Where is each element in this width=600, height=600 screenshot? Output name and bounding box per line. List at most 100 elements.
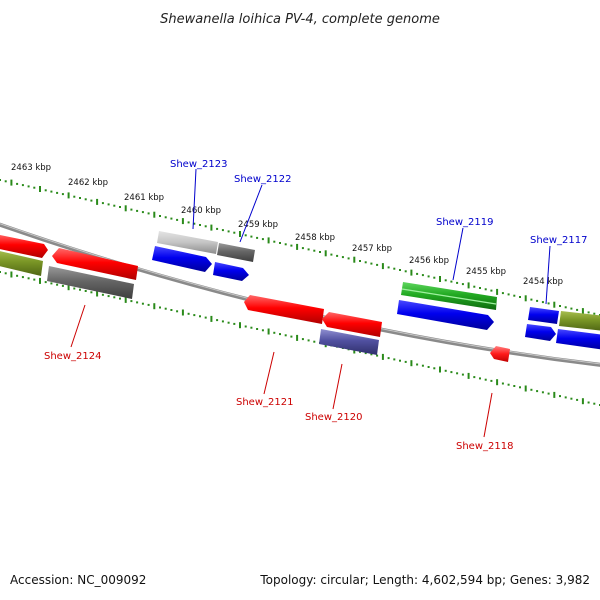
major-tick [381,263,384,270]
minor-tick [456,281,459,284]
minor-tick [290,244,293,247]
gene-feature-shew-2122[interactable] [217,243,255,262]
minor-tick [61,193,64,196]
major-tick [324,250,327,257]
gene-feature-olive-left[interactable] [0,250,43,276]
leader-line-shew-2118 [483,392,493,438]
leader-line-shew-2121 [263,351,275,395]
major-tick [239,231,241,237]
map-title: Shewanella loihica PV-4, complete genome [160,12,440,27]
minor-tick [290,335,293,338]
minor-tick [450,280,453,283]
gene-feature-shew-2124-lower[interactable] [47,266,134,299]
minor-tick [84,290,87,292]
gene-feature-shew-2117-arrow[interactable] [525,324,556,341]
minor-tick [261,329,264,332]
gene-label-shew-2122[interactable]: Shew_2122 [234,174,291,185]
minor-tick [227,230,230,233]
minor-tick [0,179,1,181]
minor-tick [501,382,504,385]
gene-feature-shew-2120[interactable] [319,329,379,355]
minor-tick [56,283,59,286]
minor-tick [416,363,419,366]
minor-tick [79,288,81,291]
gene-feature-shew-2122-arrow[interactable] [213,262,249,281]
minor-tick [570,397,573,400]
minor-tick [376,354,379,357]
minor-tick [507,293,510,296]
minor-tick [27,185,30,188]
minor-tick [456,372,459,375]
minor-tick [187,221,190,224]
gene-feature-shew-2121b[interactable] [322,312,382,337]
gene-feature[interactable] [0,234,48,258]
gene-label-shew-2123[interactable]: Shew_2123 [170,159,227,170]
gene-feature-shew-2123-arrow[interactable] [152,246,212,272]
minor-tick [204,316,207,319]
minor-tick [307,248,310,251]
minor-tick [227,321,230,324]
minor-tick [256,236,259,239]
minor-tick [501,292,504,295]
minor-tick [159,215,161,217]
minor-tick [564,306,567,309]
kbp-label-2454: 2454 kbp [523,277,563,287]
gene-labels: Shew_2123 Shew_2122 Shew_2119 Shew_2117 … [44,159,587,452]
gene-feature-shew-2119-arrow[interactable] [397,300,494,330]
major-tick [439,366,441,373]
gene-feature-blue-right[interactable] [556,329,600,350]
minor-tick [21,184,24,187]
minor-tick [187,312,190,315]
minor-tick [461,283,464,286]
major-tick [353,256,356,263]
minor-tick [359,260,361,262]
minor-tick [33,186,36,189]
major-tick [181,309,184,316]
minor-tick [433,367,436,370]
gene-label-shew-2119[interactable]: Shew_2119 [436,217,493,228]
gene-label-shew-2121[interactable]: Shew_2121 [236,397,293,408]
major-tick [153,303,156,310]
minor-tick [273,240,276,243]
minor-tick [490,289,493,292]
major-tick [96,198,99,205]
minor-tick [536,390,539,393]
minor-tick [530,298,533,301]
minor-tick [370,353,373,356]
minor-tick [433,276,436,279]
minor-tick [559,395,561,398]
minor-tick [101,293,104,296]
minor-tick [336,254,339,257]
minor-tick [547,302,550,305]
major-tick [39,277,41,284]
gene-label-shew-2118[interactable]: Shew_2118 [456,441,513,452]
minor-tick [199,315,201,318]
gene-label-shew-2117[interactable]: Shew_2117 [530,235,587,246]
gene-feature-shew-2121[interactable] [244,295,324,324]
minor-tick [84,198,87,201]
minor-tick [119,297,121,300]
gene-feature-shew-2124[interactable] [52,248,138,280]
minor-tick [50,282,53,285]
minor-tick [461,373,464,376]
major-tick [496,379,499,386]
minor-tick [90,199,93,202]
minor-tick [44,281,47,284]
reverse-strand-features [0,248,510,362]
minor-tick [513,385,516,387]
gene-label-shew-2120[interactable]: Shew_2120 [305,412,362,423]
minor-tick [221,320,224,323]
minor-tick [216,227,219,230]
gene-feature-shew-2118[interactable] [490,346,510,362]
accession-text: Accession: NC_009092 [10,573,147,587]
minor-tick [233,322,236,325]
gene-feature-shew-2117[interactable] [528,307,559,324]
minor-tick [530,388,533,391]
minor-tick [136,301,139,304]
kbp-label-2457: 2457 kbp [352,244,392,254]
minor-tick [421,274,424,277]
gene-feature-shew-2123[interactable] [157,231,218,254]
gene-feature-olive[interactable] [559,311,600,331]
gene-label-shew-2124[interactable]: Shew_2124 [44,351,101,362]
minor-tick [50,190,53,193]
